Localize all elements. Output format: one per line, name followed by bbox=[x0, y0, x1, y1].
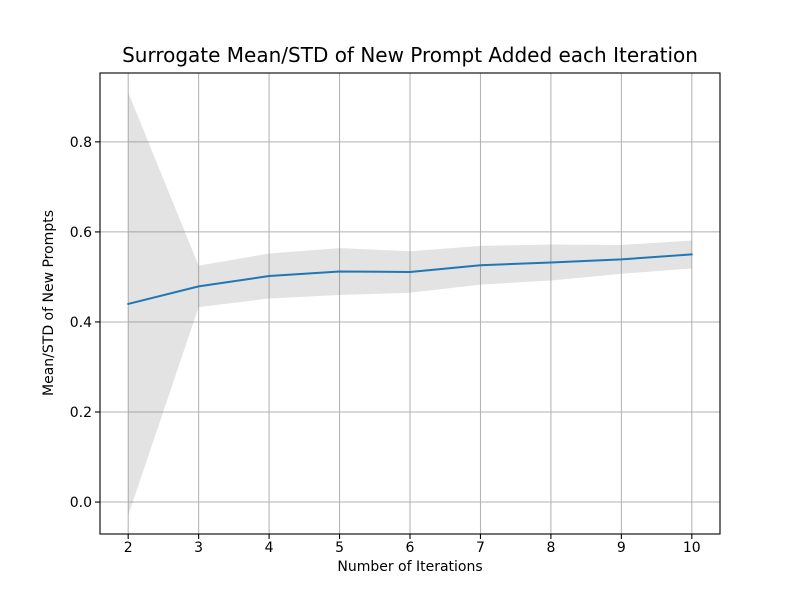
y-tick-label: 0.8 bbox=[70, 135, 92, 151]
x-tick-label: 9 bbox=[617, 540, 626, 556]
mean-line bbox=[127, 253, 693, 305]
chart-title: Surrogate Mean/STD of New Prompt Added e… bbox=[122, 43, 698, 67]
y-tick-label: 0.4 bbox=[70, 315, 92, 331]
x-tick-label: 10 bbox=[683, 540, 701, 556]
tick-marks-group bbox=[95, 141, 693, 539]
y-axis-label: Mean/STD of New Prompts bbox=[41, 210, 57, 396]
x-tick-label: 3 bbox=[194, 540, 203, 556]
tick-labels-group: 2 3 4 5 6 7 8 9 10 0.0 0.2 0.4 0.6 0.8 bbox=[70, 135, 701, 556]
x-tick-label: 5 bbox=[335, 540, 344, 556]
x-tick-label: 7 bbox=[476, 540, 485, 556]
x-axis-label: Number of Iterations bbox=[337, 559, 482, 575]
x-tick-label: 2 bbox=[124, 540, 133, 556]
y-tick-label: 0.2 bbox=[70, 405, 92, 421]
y-tick-label: 0.6 bbox=[70, 225, 92, 241]
gridlines-group bbox=[100, 73, 720, 534]
x-tick-label: 6 bbox=[406, 540, 415, 556]
y-tick-label: 0.0 bbox=[70, 495, 92, 511]
x-tick-label: 8 bbox=[546, 540, 555, 556]
x-tick-label: 4 bbox=[265, 540, 274, 556]
mean-line-group bbox=[127, 253, 693, 305]
